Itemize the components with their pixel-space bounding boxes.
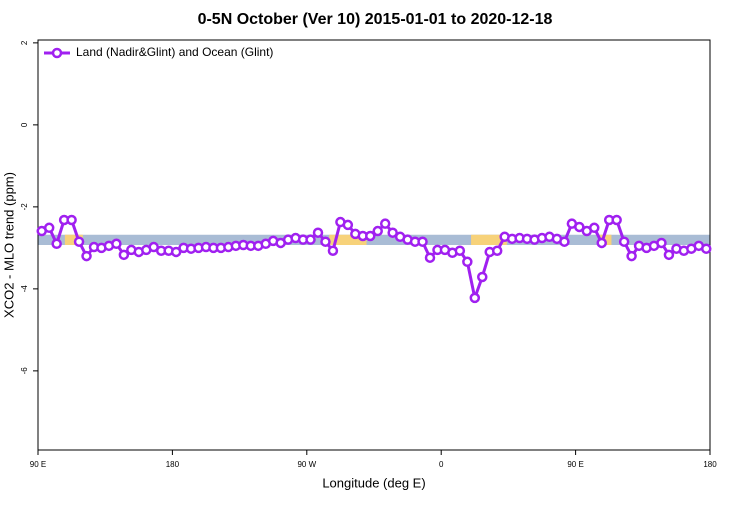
y-tick-label: 2 [20,40,29,45]
y-tick-label: -2 [20,203,29,211]
x-tick-label: 90 E [30,460,46,469]
band-highlight [329,234,367,245]
data-point [387,227,398,238]
legend-label: Land (Nadir&Glint) and Ocean (Glint) [76,45,273,59]
data-point [111,238,122,250]
data-point [81,250,92,262]
data-point [372,225,383,237]
band-highlight [471,234,507,245]
data-point [477,271,488,283]
data-point [424,252,436,263]
x-tick-label: 180 [166,460,180,469]
data-point [66,214,77,226]
y-tick-label: 0 [20,122,29,127]
data-point [491,245,503,256]
data-point [118,249,130,261]
x-tick-label: 90 E [567,460,583,469]
data-point [596,237,607,249]
y-tick-label: -6 [20,367,29,375]
data-point [469,292,481,304]
data-point [51,238,62,250]
x-tick-label: 90 W [297,460,316,469]
data-point [365,230,376,242]
data-point [626,250,637,262]
data-point [663,249,675,261]
data-point [462,256,473,268]
reference-band [38,234,710,245]
data-point [701,243,712,254]
data-point [559,236,570,247]
data-point [417,236,428,247]
data-point [312,227,324,238]
data-point [618,236,630,247]
data-point [305,234,316,245]
y-tick-label: -4 [20,285,29,293]
data-point [656,237,667,249]
chart-title: 0-5N October (Ver 10) 2015-01-01 to 2020… [198,11,553,28]
data-point [73,236,85,247]
data-point [611,214,622,226]
data-point [574,221,585,233]
y-axis-label: XCO2 - MLO trend (ppm) [1,172,16,318]
data-point [454,245,466,256]
data-point [589,222,600,234]
legend-marker [51,47,63,59]
data-point [43,222,55,234]
x-tick-label: 0 [439,460,444,469]
x-axis-label: Longitude (deg E) [322,475,425,490]
data-point [342,219,354,231]
data-point [170,246,182,258]
data-point [379,218,391,229]
band-highlight [64,234,83,245]
data-point [320,236,331,247]
x-tick-label: 180 [703,460,717,469]
data-point [327,245,339,256]
